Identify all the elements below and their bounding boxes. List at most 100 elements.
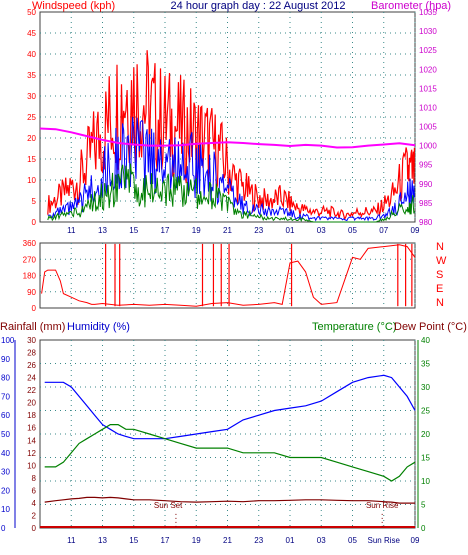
barometer-tick: 1005 xyxy=(419,123,437,132)
barometer-label: Barometer (hpa) xyxy=(371,0,451,12)
direction-tick: 180 xyxy=(23,272,37,281)
wind-left-tick: 40 xyxy=(27,50,36,59)
humidity-tick: 90 xyxy=(1,355,10,364)
humidity-tick: 0 xyxy=(1,524,6,533)
wind-x-tick: 05 xyxy=(348,226,357,235)
wind-x-tick: 19 xyxy=(192,226,201,235)
rainfall-tick: 18 xyxy=(27,411,36,420)
chart-title: 24 hour graph day : 22 August 2012 xyxy=(171,0,346,12)
wind-left-tick: 10 xyxy=(27,176,36,185)
temperature-series xyxy=(44,374,416,440)
temp-x-tick: 21 xyxy=(223,536,232,545)
temp-x-tick: 01 xyxy=(286,536,295,545)
humidity-tick: 80 xyxy=(1,374,10,383)
compass-letter: E xyxy=(436,283,443,295)
barometer-tick: 995 xyxy=(419,161,433,170)
rainfall-tick: 14 xyxy=(27,436,36,445)
compass-letter: N xyxy=(436,297,444,309)
wind-series xyxy=(47,163,415,223)
rainfall-tick: 16 xyxy=(27,424,36,433)
barometer-tick: 985 xyxy=(419,199,433,208)
sunset-annotation: Sun Set xyxy=(154,501,183,510)
humidity-tick: 40 xyxy=(1,449,10,458)
wind-x-tick: 01 xyxy=(286,226,295,235)
rainfall-tick: 20 xyxy=(27,399,36,408)
average-wind-series xyxy=(47,116,415,222)
temp-x-tick: Sun Rise xyxy=(368,536,401,545)
temperature-tick: 0 xyxy=(421,524,426,533)
humidity-tick: 50 xyxy=(1,430,10,439)
compass-letter: N xyxy=(436,241,444,253)
dewpoint-label: Dew Point (°C) xyxy=(394,321,467,333)
wind-x-tick: 21 xyxy=(223,226,232,235)
rainfall-label: Rainfall (mm) xyxy=(0,321,65,333)
rainfall-tick: 24 xyxy=(27,374,36,383)
dewpoint-series xyxy=(44,496,415,504)
wind-left-tick: 35 xyxy=(27,71,36,80)
humidity-tick: 100 xyxy=(1,336,15,345)
humidity-tick: 10 xyxy=(1,505,10,514)
temp-plot-area xyxy=(39,339,416,529)
humidity-tick: 60 xyxy=(1,411,10,420)
temp-x-tick: 09 xyxy=(411,536,420,545)
windspeed-label: Windspeed (kph) xyxy=(32,0,115,12)
temperature-label: Temperature (°C) xyxy=(312,321,396,333)
compass-letter: W xyxy=(436,255,447,267)
temp-x-tick: 19 xyxy=(192,536,201,545)
temperature-tick: 30 xyxy=(421,383,430,392)
wind-left-tick: 20 xyxy=(27,134,36,143)
humidity-tick: 30 xyxy=(1,468,10,477)
temperature-tick: 20 xyxy=(421,430,430,439)
barometer-tick: 990 xyxy=(419,180,433,189)
rainfall-tick: 12 xyxy=(27,449,36,458)
wind-x-tick: 17 xyxy=(161,226,170,235)
rainfall-tick: 8 xyxy=(32,474,37,483)
temperature-tick: 40 xyxy=(421,336,430,345)
wind-left-tick: 50 xyxy=(27,8,36,17)
humidity-label: Humidity (%) xyxy=(67,321,130,333)
temperature-tick: 35 xyxy=(421,360,430,369)
barometer-tick: 1030 xyxy=(419,27,437,36)
barometer-tick: 980 xyxy=(419,218,433,227)
wind-left-tick: 45 xyxy=(27,29,36,38)
direction-tick: 270 xyxy=(23,255,37,264)
wind-x-tick: 09 xyxy=(411,226,420,235)
rainfall-tick: 10 xyxy=(27,461,36,470)
temp-x-tick: 05 xyxy=(348,536,357,545)
humidity-series xyxy=(44,424,416,482)
wind-left-tick: 25 xyxy=(27,113,36,122)
gust-series xyxy=(47,50,415,221)
wind-left-tick: 15 xyxy=(27,155,36,164)
wind-x-tick: 11 xyxy=(67,226,76,235)
rainfall-tick: 6 xyxy=(32,486,37,495)
compass-letter: S xyxy=(436,269,443,281)
barometer-tick: 1035 xyxy=(419,8,437,17)
temp-x-tick: 11 xyxy=(67,536,76,545)
temperature-tick: 5 xyxy=(421,501,426,510)
barometer-tick: 1015 xyxy=(419,84,437,93)
rainfall-tick: 28 xyxy=(27,349,36,358)
rainfall-tick: 26 xyxy=(27,361,36,370)
wind-x-tick: 15 xyxy=(129,226,138,235)
temp-x-tick: 23 xyxy=(254,536,263,545)
rainfall-tick: 2 xyxy=(32,511,37,520)
direction-series xyxy=(41,244,416,307)
rainfall-tick: 30 xyxy=(27,336,36,345)
temperature-tick: 25 xyxy=(421,407,430,416)
rainfall-tick: 0 xyxy=(32,524,37,533)
barometer-tick: 1010 xyxy=(419,103,437,112)
temperature-tick: 15 xyxy=(421,454,430,463)
wind-left-tick: 30 xyxy=(27,92,36,101)
temp-x-tick: 03 xyxy=(317,536,326,545)
rainfall-tick: 22 xyxy=(27,386,36,395)
humidity-tick: 70 xyxy=(1,392,10,401)
wind-left-tick: 0 xyxy=(32,218,37,227)
temp-x-tick: 13 xyxy=(98,536,107,545)
barometer-tick: 1000 xyxy=(419,142,437,151)
temp-x-tick: 15 xyxy=(129,536,138,545)
direction-tick: 90 xyxy=(27,288,36,297)
wind-x-tick: 07 xyxy=(379,226,388,235)
rainfall-tick: 4 xyxy=(32,499,37,508)
